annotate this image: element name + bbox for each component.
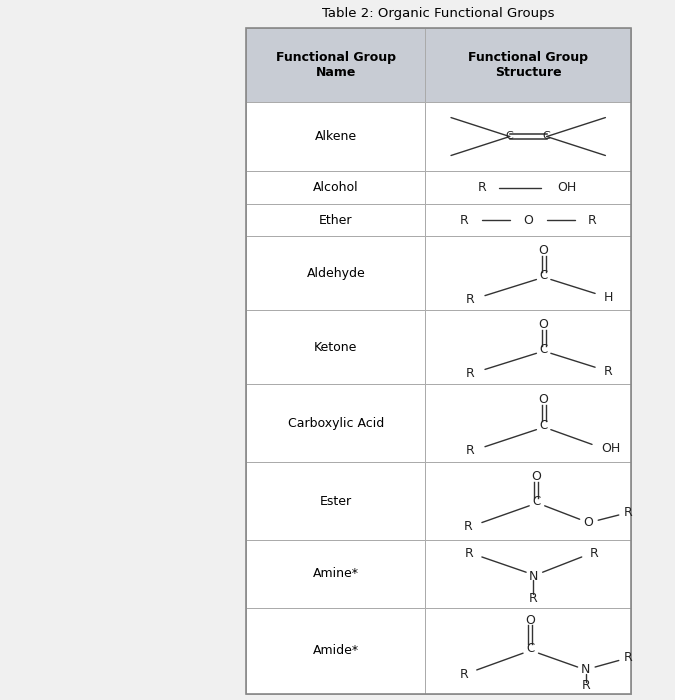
Text: R: R [466,367,475,380]
Text: Functional Group
Name: Functional Group Name [276,51,396,79]
Text: C: C [526,643,535,655]
Text: R: R [624,651,632,664]
Text: N: N [529,570,538,582]
Bar [246,462,425,540]
Text: R: R [590,547,599,560]
Text: O: O [523,214,533,227]
Bar [246,28,631,694]
Text: OH: OH [601,442,620,455]
Text: R: R [477,181,486,194]
Text: R: R [624,505,632,519]
Bar [246,384,425,462]
Text: R: R [604,365,613,378]
Text: Ester: Ester [320,495,352,508]
Text: N: N [581,664,591,676]
Text: R: R [464,520,473,533]
Text: R: R [466,293,475,306]
Text: C: C [533,496,541,508]
Text: R: R [581,680,590,692]
Text: O: O [525,614,535,627]
Text: Functional Group
Structure: Functional Group Structure [468,51,588,79]
Bar [425,204,631,237]
Text: R: R [460,214,468,227]
Bar [246,608,425,694]
Text: O: O [539,318,549,331]
Text: R: R [529,592,538,605]
Text: O: O [531,470,541,483]
Bar [246,237,425,310]
Text: R: R [465,547,474,560]
Bar [425,608,631,694]
Text: R: R [588,214,597,227]
Text: Carboxylic Acid: Carboxylic Acid [288,416,384,430]
Bar [425,237,631,310]
Bar [246,540,425,608]
Text: H: H [604,291,613,304]
Text: Amide*: Amide* [313,645,359,657]
Text: Ketone: Ketone [314,341,358,354]
Text: C: C [539,270,548,282]
Text: C: C [539,343,548,356]
Bar [246,172,425,204]
Bar [425,540,631,608]
Bar [246,102,425,172]
Text: C: C [543,131,551,141]
Text: C: C [506,131,514,141]
Text: Ether: Ether [319,214,352,227]
Bar [425,310,631,384]
Text: OH: OH [558,181,577,194]
Text: Table 2: Organic Functional Groups: Table 2: Organic Functional Groups [323,6,555,20]
Text: O: O [539,244,549,258]
Text: Amine*: Amine* [313,568,359,580]
Text: O: O [583,516,593,528]
Text: Aldehyde: Aldehyde [306,267,365,280]
Text: O: O [539,393,549,406]
Text: Alkene: Alkene [315,130,357,143]
Bar [425,384,631,462]
Bar [425,462,631,540]
Text: R: R [466,444,475,458]
Bar [246,204,425,237]
Text: C: C [539,419,548,432]
Text: R: R [460,668,468,681]
Bar [246,28,425,101]
Bar [425,28,631,101]
Bar [425,102,631,172]
Bar [425,172,631,204]
Text: Alcohol: Alcohol [313,181,358,194]
Bar [246,310,425,384]
